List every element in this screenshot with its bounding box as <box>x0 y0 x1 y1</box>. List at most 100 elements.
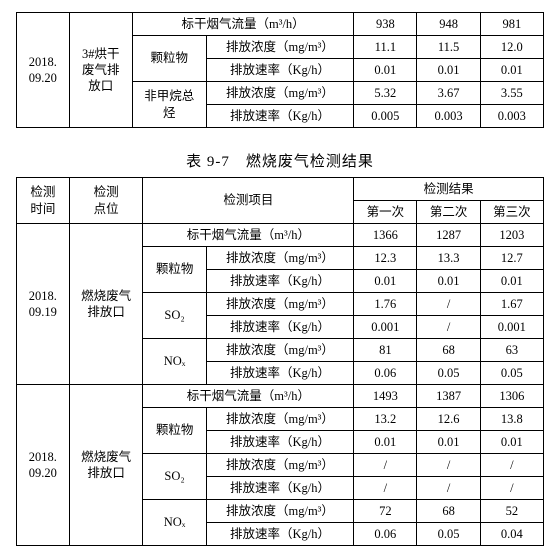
value-cell: 11.5 <box>417 36 480 59</box>
header-result: 检测结果 <box>354 178 544 201</box>
value-cell: 0.01 <box>354 270 417 293</box>
value-cell: / <box>480 477 543 500</box>
table-header-row: 检测时间 检测点位 检测项目 检测结果 <box>17 178 544 201</box>
value-cell: 0.06 <box>354 362 417 385</box>
header-point: 检测点位 <box>69 178 143 224</box>
value-cell: 5.32 <box>354 82 417 105</box>
param-cell: 排放速率（Kg/h） <box>206 105 354 128</box>
value-cell: 63 <box>480 339 543 362</box>
drying-exhaust-table: 2018.09.20 3#烘干废气排放口 标干烟气流量（m³/h） 938 94… <box>16 12 544 128</box>
value-cell: 1287 <box>417 224 480 247</box>
param-cell: 排放浓度（mg/m³） <box>206 454 354 477</box>
value-cell: / <box>480 454 543 477</box>
group-cell: NOₓ <box>143 500 206 546</box>
group-cell: 颗粒物 <box>143 408 206 454</box>
param-cell: 排放速率（Kg/h） <box>206 270 354 293</box>
value-cell: 948 <box>417 13 480 36</box>
value-cell: 1387 <box>417 385 480 408</box>
value-cell: 0.01 <box>417 59 480 82</box>
value-cell: / <box>354 454 417 477</box>
value-cell: / <box>417 293 480 316</box>
value-cell: 0.06 <box>354 523 417 546</box>
value-cell: / <box>417 454 480 477</box>
param-cell: 排放浓度（mg/m³） <box>206 36 354 59</box>
table-row: 2018.09.20 3#烘干废气排放口 标干烟气流量（m³/h） 938 94… <box>17 13 544 36</box>
value-cell: 0.01 <box>354 59 417 82</box>
value-cell: 0.01 <box>354 431 417 454</box>
date-cell: 2018.09.20 <box>17 13 70 128</box>
value-cell: 0.003 <box>417 105 480 128</box>
group-cell: NOₓ <box>143 339 206 385</box>
value-cell: 0.05 <box>417 362 480 385</box>
header-r1: 第一次 <box>354 201 417 224</box>
value-cell: 0.04 <box>480 523 543 546</box>
value-cell: 3.55 <box>480 82 543 105</box>
value-cell: 0.01 <box>480 270 543 293</box>
value-cell: 1.76 <box>354 293 417 316</box>
table-row: 2018.09.20燃烧废气排放口标干烟气流量（m³/h）14931387130… <box>17 385 544 408</box>
group-cell: SO₂ <box>143 293 206 339</box>
header-r2: 第二次 <box>417 201 480 224</box>
value-cell: 12.7 <box>480 247 543 270</box>
value-cell: 0.01 <box>480 59 543 82</box>
param-cell: 排放浓度（mg/m³） <box>206 408 354 431</box>
value-cell: 0.001 <box>354 316 417 339</box>
group-cell: 非甲烷总烃 <box>132 82 206 128</box>
group-cell: SO₂ <box>143 454 206 500</box>
value-cell: 1.67 <box>480 293 543 316</box>
table-row: 2018.09.19燃烧废气排放口标干烟气流量（m³/h）13661287120… <box>17 224 544 247</box>
value-cell: 981 <box>480 13 543 36</box>
param-cell: 排放浓度（mg/m³） <box>206 82 354 105</box>
point-cell: 3#烘干废气排放口 <box>69 13 132 128</box>
header-item: 检测项目 <box>143 178 354 224</box>
param-cell: 排放浓度（mg/m³） <box>206 339 354 362</box>
value-cell: 1203 <box>480 224 543 247</box>
param-cell: 标干烟气流量（m³/h） <box>132 13 353 36</box>
value-cell: 11.1 <box>354 36 417 59</box>
header-r3: 第三次 <box>480 201 543 224</box>
value-cell: 81 <box>354 339 417 362</box>
param-cell: 排放速率（Kg/h） <box>206 316 354 339</box>
group-cell: 颗粒物 <box>132 36 206 82</box>
param-cell: 排放浓度（mg/m³） <box>206 293 354 316</box>
value-cell: 0.05 <box>417 523 480 546</box>
value-cell: 3.67 <box>417 82 480 105</box>
param-cell: 排放浓度（mg/m³） <box>206 247 354 270</box>
value-cell: / <box>354 477 417 500</box>
value-cell: / <box>417 316 480 339</box>
date-cell: 2018.09.19 <box>17 224 70 385</box>
value-cell: 0.01 <box>417 270 480 293</box>
param-cell: 排放速率（Kg/h） <box>206 431 354 454</box>
value-cell: 72 <box>354 500 417 523</box>
value-cell: 0.005 <box>354 105 417 128</box>
value-cell: 938 <box>354 13 417 36</box>
date-cell: 2018.09.20 <box>17 385 70 546</box>
value-cell: 12.3 <box>354 247 417 270</box>
param-cell: 标干烟气流量（m³/h） <box>143 385 354 408</box>
header-time: 检测时间 <box>17 178 70 224</box>
value-cell: 12.6 <box>417 408 480 431</box>
param-cell: 标干烟气流量（m³/h） <box>143 224 354 247</box>
value-cell: 1306 <box>480 385 543 408</box>
value-cell: / <box>417 477 480 500</box>
value-cell: 1493 <box>354 385 417 408</box>
param-cell: 排放速率（Kg/h） <box>206 523 354 546</box>
point-cell: 燃烧废气排放口 <box>69 385 143 546</box>
value-cell: 0.01 <box>480 431 543 454</box>
group-cell: 颗粒物 <box>143 247 206 293</box>
value-cell: 13.2 <box>354 408 417 431</box>
point-cell: 燃烧废气排放口 <box>69 224 143 385</box>
value-cell: 68 <box>417 339 480 362</box>
param-cell: 排放速率（Kg/h） <box>206 59 354 82</box>
combustion-exhaust-table: 检测时间 检测点位 检测项目 检测结果 第一次 第二次 第三次 2018.09.… <box>16 177 544 546</box>
value-cell: 13.8 <box>480 408 543 431</box>
value-cell: 0.003 <box>480 105 543 128</box>
value-cell: 0.01 <box>417 431 480 454</box>
value-cell: 0.001 <box>480 316 543 339</box>
param-cell: 排放速率（Kg/h） <box>206 477 354 500</box>
value-cell: 52 <box>480 500 543 523</box>
param-cell: 排放浓度（mg/m³） <box>206 500 354 523</box>
value-cell: 1366 <box>354 224 417 247</box>
table-caption: 表 9-7 燃烧废气检测结果 <box>16 150 544 171</box>
param-cell: 排放速率（Kg/h） <box>206 362 354 385</box>
